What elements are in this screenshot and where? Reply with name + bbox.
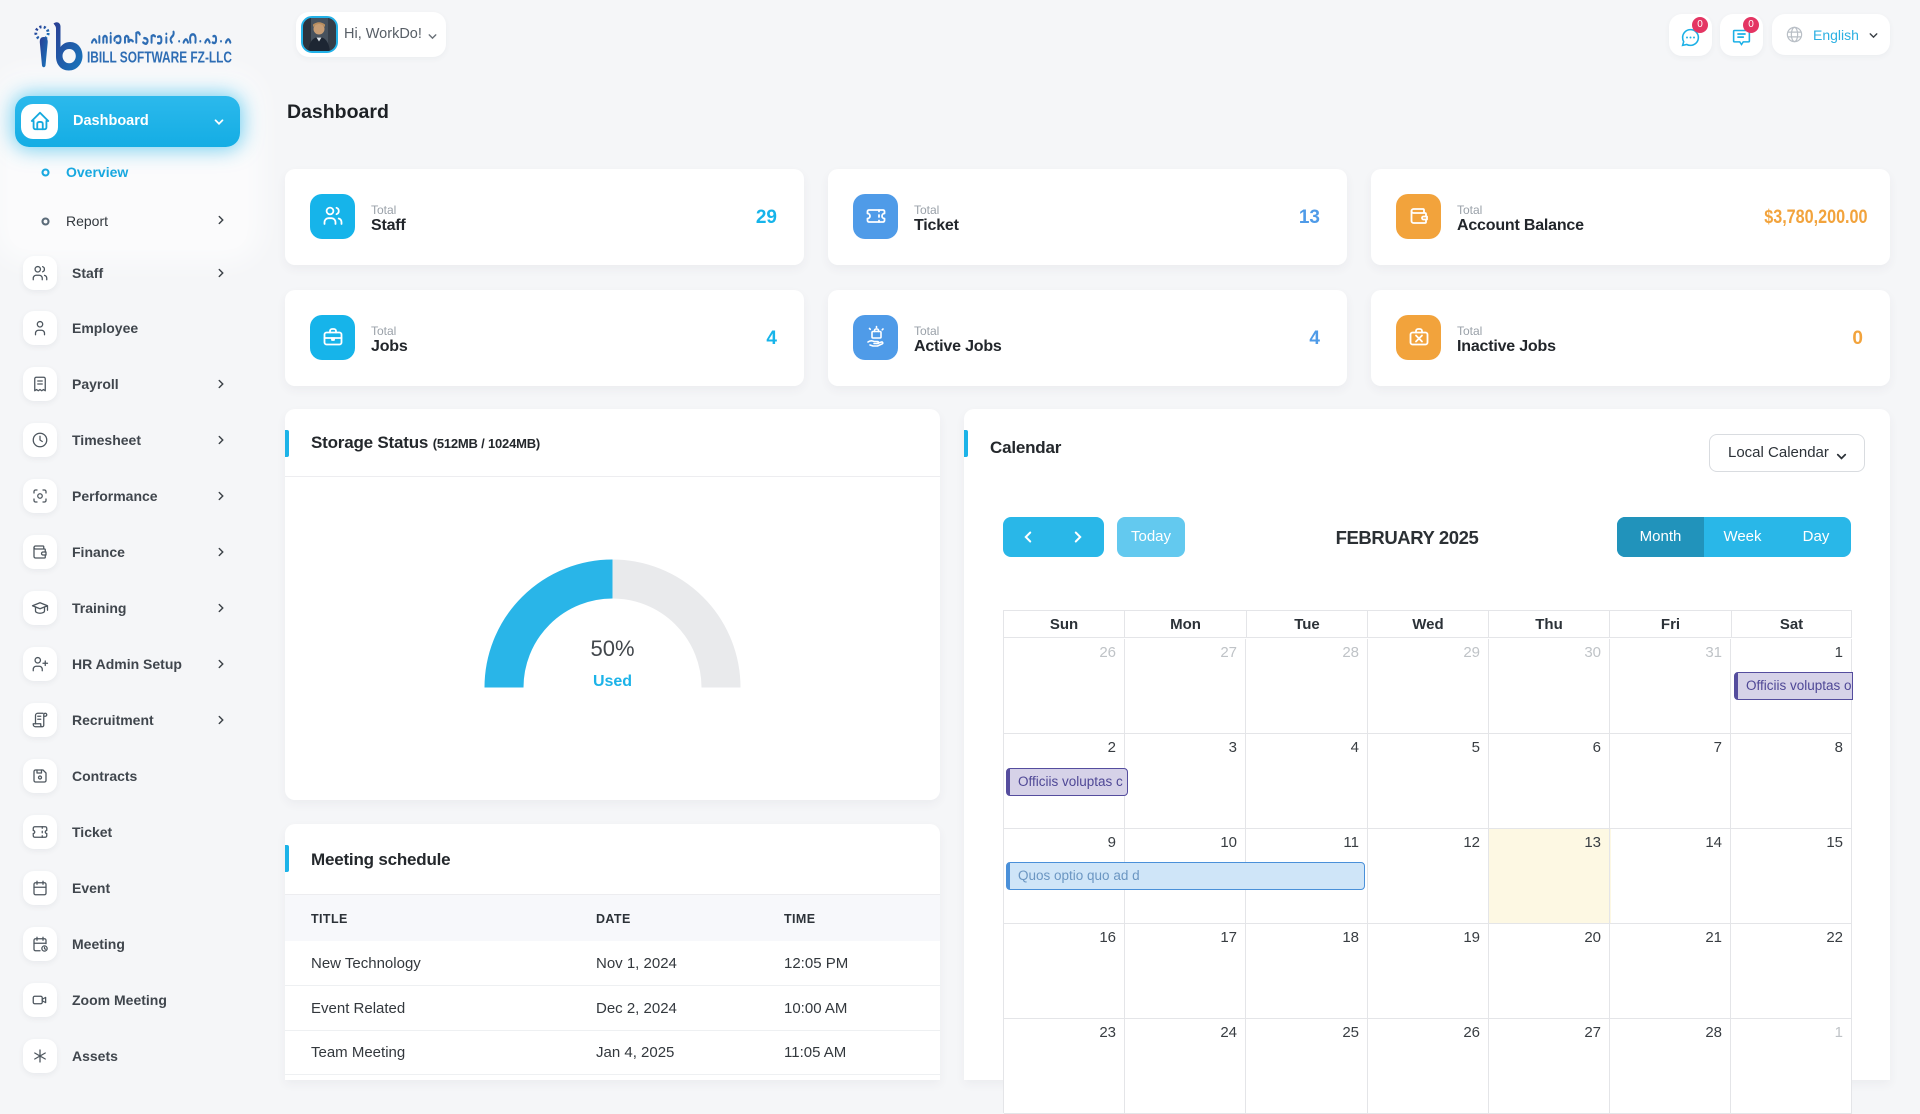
svg-text:IBILL SOFTWARE FZ-LLC: IBILL SOFTWARE FZ-LLC xyxy=(87,50,232,67)
